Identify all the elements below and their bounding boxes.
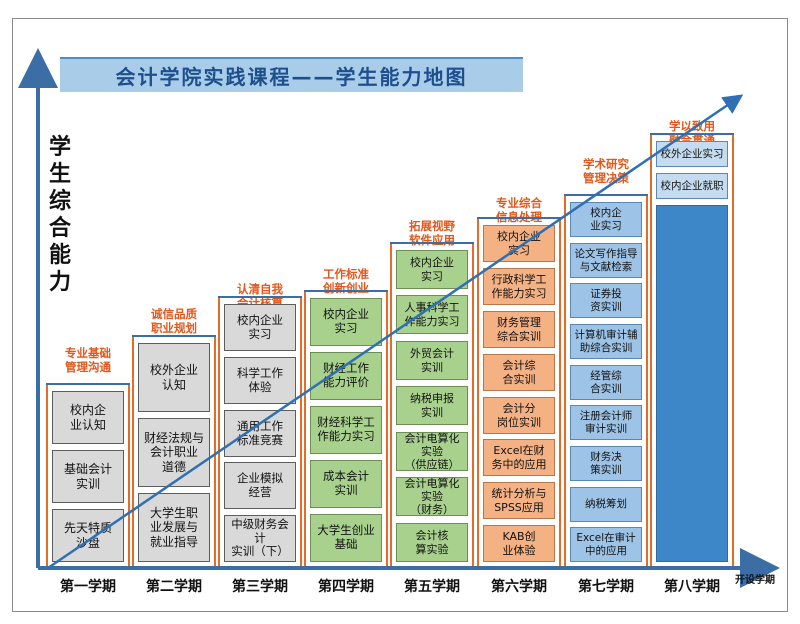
course-box: 校内企 业认知 bbox=[52, 391, 124, 444]
course-box: 校内企业就职 bbox=[656, 173, 728, 199]
course-box: 会计分 岗位实训 bbox=[483, 397, 555, 434]
semester-label: 第八学期 bbox=[664, 579, 720, 595]
course-box: 校外企业实习 bbox=[656, 141, 728, 167]
course-box: 论文写作指导 与文献检索 bbox=[570, 243, 642, 278]
column-rail-left bbox=[564, 194, 566, 566]
column-rail-top bbox=[132, 335, 216, 337]
page-title: 会计学院实践课程——学生能力地图 bbox=[60, 57, 523, 92]
column-rail-top bbox=[46, 383, 130, 385]
course-box: 注册会计师 审计实训 bbox=[570, 405, 642, 440]
column-rail-right bbox=[214, 335, 216, 566]
semester-label: 第一学期 bbox=[60, 579, 116, 595]
semester-label: 第四学期 bbox=[318, 579, 374, 595]
semester-label: 第七学期 bbox=[578, 579, 634, 595]
course-box: 财务管理 综合实训 bbox=[483, 311, 555, 348]
column-rail-right bbox=[559, 217, 561, 566]
course-box: 会计电算化 实验 （供应链） bbox=[396, 432, 468, 471]
course-box: 先天特质 沙盘 bbox=[52, 509, 124, 562]
course-box: 证券投 资实训 bbox=[570, 283, 642, 318]
column-rail-left bbox=[218, 296, 220, 566]
course-box: 人事科学工 作能力实习 bbox=[396, 295, 468, 334]
course-box: 中级财务会计 实训（下） bbox=[224, 515, 296, 562]
column-rail-left bbox=[132, 335, 134, 566]
x-axis-label: 开设学期 bbox=[735, 575, 775, 586]
final-semester-block bbox=[656, 205, 728, 562]
course-box: 会计综 合实训 bbox=[483, 354, 555, 391]
course-box: 计算机审计辅 助综合实训 bbox=[570, 324, 642, 359]
course-box: Excel在财 务中的应用 bbox=[483, 439, 555, 476]
course-box: 财经科学工 作能力实习 bbox=[310, 406, 382, 454]
column-rail-right bbox=[300, 296, 302, 566]
column-rail-top bbox=[477, 217, 561, 219]
course-box: 校内企业 实习 bbox=[396, 250, 468, 289]
semester-header: 诚信品质 职业规划 bbox=[151, 307, 197, 335]
course-box: 大学生职 业发展与 就业指导 bbox=[138, 493, 210, 562]
column-rail-top bbox=[218, 296, 302, 298]
semester-header: 学术研究 管理决策 bbox=[583, 157, 629, 185]
column-rail-right bbox=[128, 383, 130, 566]
course-box: 纳税筹划 bbox=[570, 487, 642, 522]
semester-header: 专业基础 管理沟通 bbox=[65, 346, 111, 374]
course-box: 行政科学工 作能力实习 bbox=[483, 268, 555, 305]
course-box: 通用工作 标准竞赛 bbox=[224, 410, 296, 457]
course-box: 财经工作 能力评价 bbox=[310, 352, 382, 400]
column-rail-right bbox=[646, 194, 648, 566]
course-box: 校内企业 实习 bbox=[483, 225, 555, 262]
course-box: 企业模拟 经营 bbox=[224, 462, 296, 509]
column-rail-right bbox=[732, 133, 734, 566]
column-rail-top bbox=[390, 242, 474, 244]
column-rail-top bbox=[564, 194, 648, 196]
course-box: KAB创 业体验 bbox=[483, 525, 555, 562]
semester-label: 第二学期 bbox=[146, 579, 202, 595]
course-box: 会计核 算实验 bbox=[396, 523, 468, 562]
course-box: 校外企业 认知 bbox=[138, 343, 210, 412]
course-box: 校内企业 实习 bbox=[310, 298, 382, 346]
course-box: 大学生创业 基础 bbox=[310, 514, 382, 562]
column-rail-right bbox=[472, 242, 474, 566]
course-box: 基础会计 实训 bbox=[52, 450, 124, 503]
column-rail-left bbox=[650, 133, 652, 566]
column-rail-left bbox=[477, 217, 479, 566]
semester-label: 第六学期 bbox=[491, 579, 547, 595]
course-box: 财经法规与 会计职业 道德 bbox=[138, 418, 210, 487]
semester-header: 专业综合 信息处理 bbox=[496, 196, 542, 224]
column-rail-left bbox=[46, 383, 48, 566]
column-rail-left bbox=[390, 242, 392, 566]
course-box: 成本会计 实训 bbox=[310, 460, 382, 508]
column-rail-left bbox=[304, 290, 306, 566]
course-box: 校内企业 实习 bbox=[224, 304, 296, 351]
semester-label: 第五学期 bbox=[404, 579, 460, 595]
course-box: 财务决 策实训 bbox=[570, 446, 642, 481]
course-box: 统计分析与 SPSS应用 bbox=[483, 482, 555, 519]
y-axis-label: 学生综合能力 bbox=[48, 135, 71, 295]
column-rail-top bbox=[650, 133, 734, 135]
course-box: 纳税申报 实训 bbox=[396, 386, 468, 425]
course-box: 科学工作 体验 bbox=[224, 357, 296, 404]
column-rail-top bbox=[304, 290, 388, 292]
course-box: 外贸会计 实训 bbox=[396, 341, 468, 380]
course-box: Excel在审计 中的应用 bbox=[570, 527, 642, 562]
course-box: 会计电算化 实验 （财务） bbox=[396, 477, 468, 516]
column-rail-right bbox=[386, 290, 388, 566]
course-box: 经管综 合实训 bbox=[570, 365, 642, 400]
semester-label: 第三学期 bbox=[232, 579, 288, 595]
course-box: 校内企 业实习 bbox=[570, 202, 642, 237]
